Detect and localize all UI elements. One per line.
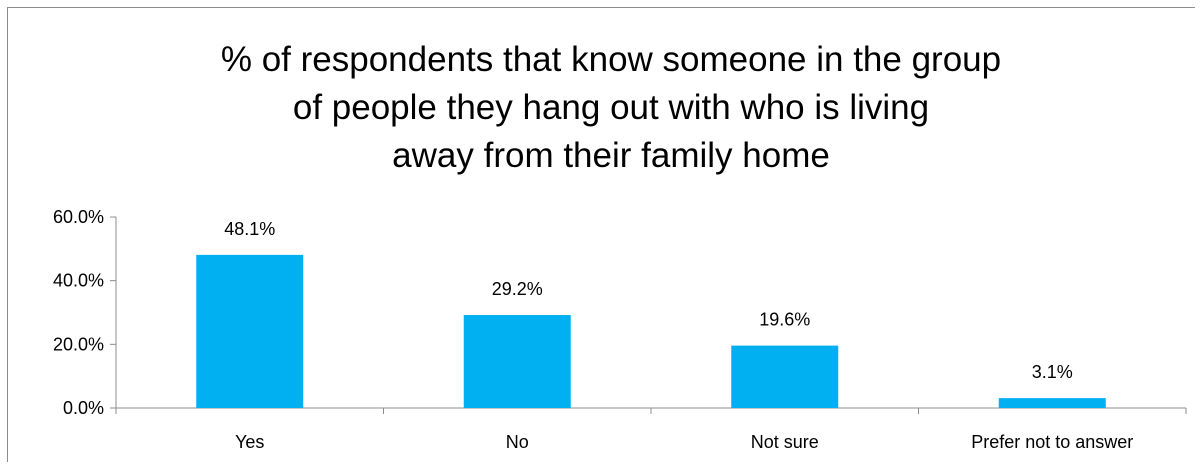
y-tick-label: 20.0% bbox=[53, 334, 104, 354]
chart-title-line: % of respondents that know someone in th… bbox=[220, 40, 1002, 79]
data-label: 48.1% bbox=[224, 219, 275, 239]
x-category-label: Not sure bbox=[751, 432, 819, 452]
data-label: 3.1% bbox=[1032, 362, 1073, 382]
x-category-label: Yes bbox=[235, 432, 264, 452]
bar-no bbox=[463, 315, 571, 408]
data-label: 29.2% bbox=[492, 279, 543, 299]
chart-title: % of respondents that know someone in th… bbox=[0, 36, 1202, 180]
y-tick-label: 0.0% bbox=[63, 398, 104, 418]
bar-prefer-not-to-answer bbox=[998, 398, 1106, 408]
data-label: 19.6% bbox=[759, 310, 810, 330]
bar-yes bbox=[196, 254, 304, 408]
chart-frame bbox=[7, 7, 1195, 462]
x-category-label: No bbox=[506, 432, 529, 452]
chart-title-line: of people they hang out with who is livi… bbox=[292, 88, 930, 127]
y-tick-label: 60.0% bbox=[53, 207, 104, 227]
chart-title-line: away from their family home bbox=[392, 136, 830, 175]
bar-not-sure bbox=[731, 345, 839, 408]
x-category-label: Prefer not to answer bbox=[971, 432, 1133, 452]
y-tick-label: 40.0% bbox=[53, 271, 104, 291]
